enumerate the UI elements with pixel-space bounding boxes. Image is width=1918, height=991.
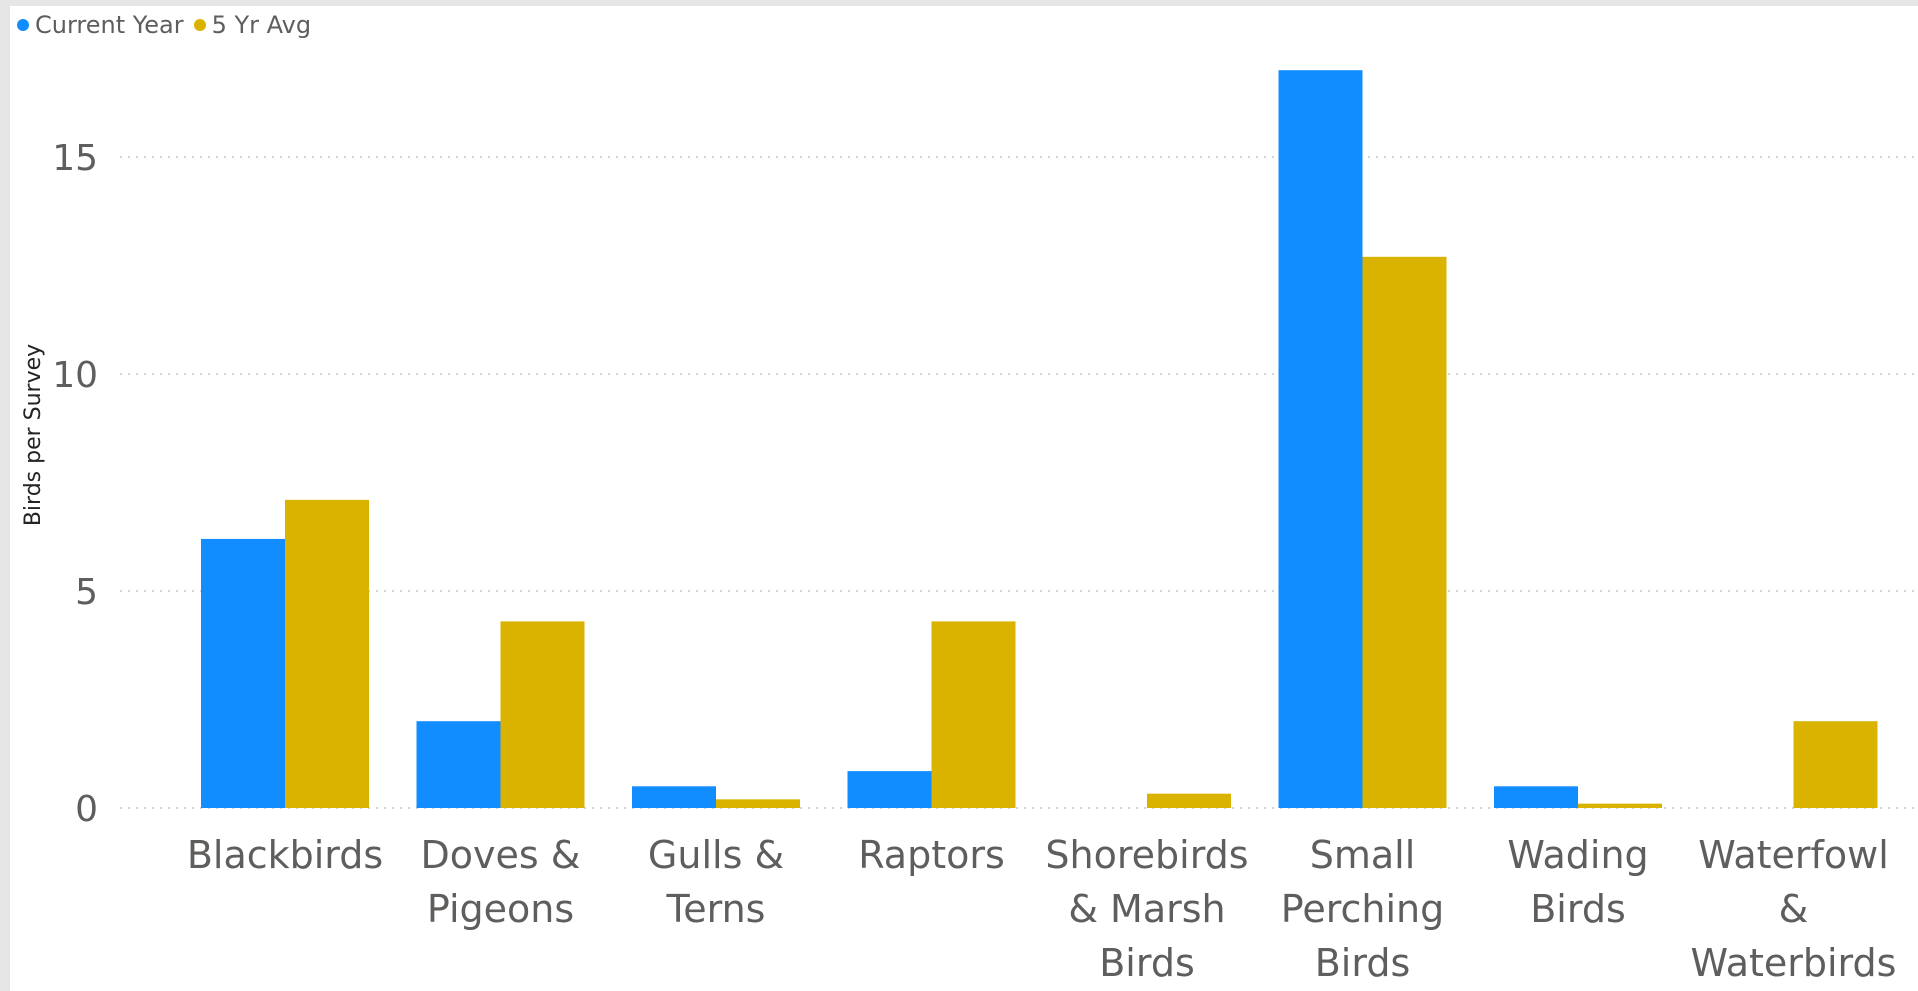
- legend-label-5yr-avg: 5 Yr Avg: [211, 11, 312, 39]
- y-tick-label: 10: [52, 355, 98, 396]
- x-category-label: Doves & Pigeons: [421, 833, 581, 931]
- legend-marker-5yr-avg: [193, 19, 206, 31]
- bar-current-year[interactable]: [632, 786, 716, 808]
- bar-current-year[interactable]: [416, 721, 501, 808]
- x-category-label-line: Birds: [1315, 941, 1411, 985]
- bar-5yr-avg[interactable]: [1793, 721, 1878, 808]
- bar-5yr-avg[interactable]: [1578, 803, 1662, 808]
- y-tick-label: 15: [52, 138, 98, 179]
- x-category-label-line: & Marsh: [1068, 887, 1225, 931]
- x-category-label-line: Blackbirds: [187, 833, 383, 877]
- x-category-label: Gulls & Terns: [648, 833, 784, 931]
- bar-5yr-avg[interactable]: [716, 799, 800, 808]
- legend-item-5yr-avg[interactable]: 5 Yr Avg: [193, 11, 312, 39]
- bar-current-year[interactable]: [1278, 70, 1363, 808]
- x-category-label-line: Waterbirds: [1691, 941, 1897, 985]
- x-category-label-line: Doves &: [421, 833, 581, 877]
- x-category-label-line: Gulls &: [648, 833, 784, 877]
- bar-current-year[interactable]: [847, 771, 932, 808]
- bar-5yr-avg[interactable]: [285, 499, 369, 808]
- bar-5yr-avg[interactable]: [1362, 256, 1447, 808]
- x-category-label: Shorebirds & Marsh Birds: [1045, 833, 1248, 985]
- bar-current-year[interactable]: [201, 538, 285, 808]
- legend-marker-current-year: [17, 19, 29, 31]
- x-axis-labels: Blackbirds Doves & Pigeons Gulls & Terns Rapt…: [187, 833, 1897, 985]
- x-category-label-line: Wading: [1507, 833, 1648, 877]
- x-category-label-line: Shorebirds: [1045, 833, 1248, 877]
- x-category-label-line: Perching: [1281, 887, 1444, 931]
- bars: [201, 70, 1878, 808]
- x-category-label-line: Pigeons: [427, 887, 574, 931]
- x-category-label-line: Birds: [1530, 887, 1626, 931]
- gridlines: [120, 156, 1915, 809]
- bar-5yr-avg[interactable]: [500, 621, 585, 808]
- x-category-label-line: Terns: [666, 887, 766, 931]
- x-category-label-line: Small: [1310, 833, 1416, 877]
- x-category-label: Waterfowl & Waterbirds: [1691, 833, 1897, 985]
- x-category-label: Wading Birds: [1507, 833, 1648, 931]
- x-category-label-line: Waterfowl: [1698, 833, 1889, 877]
- chart-visual: [10, 6, 1918, 991]
- x-category-label: Blackbirds: [187, 833, 383, 877]
- y-tick-label: 0: [75, 789, 98, 830]
- bar-current-year[interactable]: [1494, 786, 1578, 808]
- x-category-label-line: Raptors: [858, 833, 1005, 877]
- x-category-label-line: &: [1779, 887, 1809, 931]
- y-axis-title: Birds per Survey: [21, 344, 46, 526]
- x-category-label: Raptors: [858, 833, 1005, 877]
- bar-5yr-avg[interactable]: [931, 621, 1016, 808]
- x-category-label: Small Perching Birds: [1281, 833, 1444, 985]
- legend-item-current-year[interactable]: Current Year: [17, 11, 184, 39]
- y-axis-ticks: 0 5 10 15: [52, 138, 98, 830]
- y-tick-label: 5: [75, 572, 98, 613]
- x-category-label-line: Birds: [1099, 941, 1195, 985]
- legend-label-current-year: Current Year: [35, 11, 184, 39]
- bar-5yr-avg[interactable]: [1147, 793, 1231, 808]
- legend: Current Year 5 Yr Avg: [17, 8, 321, 42]
